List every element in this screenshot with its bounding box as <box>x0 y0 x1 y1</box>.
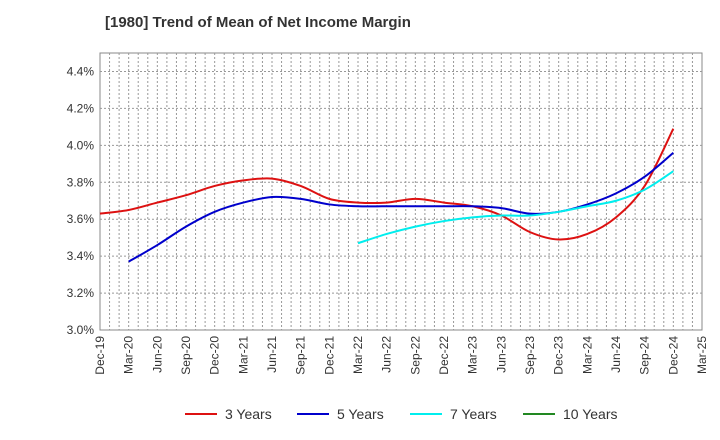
y-tick-label: 3.2% <box>67 286 95 300</box>
x-tick-label: Jun-24 <box>609 336 623 373</box>
x-tick-label: Dec-20 <box>208 336 222 375</box>
y-tick-label: 4.2% <box>67 101 95 115</box>
x-tick-label: Sep-20 <box>179 336 193 375</box>
x-tick-label: Dec-22 <box>437 336 451 375</box>
x-tick-label: Mar-25 <box>695 336 709 374</box>
x-tick-label: Mar-24 <box>580 336 594 374</box>
series-line-2 <box>128 151 674 263</box>
axis-tick-labels: 3.0% 3.2% 3.4% 3.6% 3.8% 4.0% 4.2% 4.4% Dec-19 Ma… <box>67 64 709 374</box>
x-tick-label: Sep-21 <box>294 336 308 375</box>
x-tick-label: Jun-23 <box>494 336 508 373</box>
x-tick-label: Mar-20 <box>122 336 136 374</box>
y-tick-label: 4.4% <box>67 64 95 78</box>
x-tick-label: Dec-23 <box>552 336 566 375</box>
x-tick-label: Dec-24 <box>666 336 680 375</box>
y-tick-label: 3.4% <box>67 249 95 263</box>
legend-label: 3 Years <box>225 406 272 422</box>
x-tick-label: Mar-21 <box>236 336 250 374</box>
y-tick-label: 3.6% <box>67 212 95 226</box>
x-tick-label: Jun-20 <box>150 336 164 373</box>
y-tick-label: 4.0% <box>67 138 95 152</box>
x-tick-label: Jun-21 <box>265 336 279 373</box>
series-line-3 <box>357 170 674 245</box>
x-tick-label: Sep-23 <box>523 336 537 375</box>
y-tick-label: 3.8% <box>67 175 95 189</box>
series-line-1 <box>99 128 675 241</box>
legend-label: 5 Years <box>337 406 384 422</box>
x-tick-label: Dec-21 <box>322 336 336 375</box>
x-tick-label: Sep-24 <box>638 336 652 375</box>
x-tick-label: Mar-23 <box>466 336 480 374</box>
x-tick-label: Dec-19 <box>93 336 107 375</box>
x-tick-label: Sep-22 <box>408 336 422 375</box>
legend: 3 Years 5 Years 7 Years 10 Years <box>185 406 618 422</box>
plot-area <box>99 52 703 331</box>
chart-title: [1980] Trend of Mean of Net Income Margi… <box>105 14 411 31</box>
y-tick-label: 3.0% <box>67 323 95 337</box>
grid-lines <box>100 53 702 330</box>
legend-label: 7 Years <box>450 406 497 422</box>
x-tick-label: Jun-22 <box>380 336 394 373</box>
x-tick-label: Mar-22 <box>351 336 365 374</box>
legend-label: 10 Years <box>563 406 618 422</box>
series-lines <box>99 128 675 263</box>
